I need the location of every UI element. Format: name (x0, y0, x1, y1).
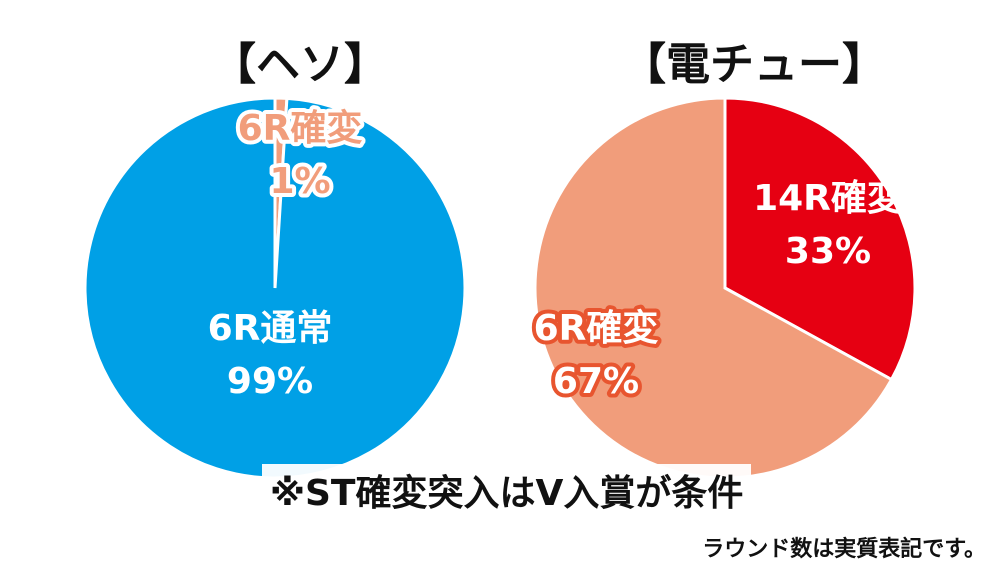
slice-label-name-0-0: 6R確変 (238, 107, 363, 149)
slice-label-value-0-0: 1% (269, 161, 330, 202)
chart-title-heso: 【ヘソ】 (212, 39, 388, 90)
slice-label-value-1-0: 33% (785, 231, 871, 272)
slice-label-value-1-1: 67% (553, 361, 639, 402)
slice-label-name-0-1: 6R通常 (208, 308, 333, 349)
slice-label-value-0-1: 99% (227, 361, 313, 402)
pie-slice-0-1 (83, 96, 467, 480)
slice-label-name-1-1: 6R確変 (534, 307, 659, 349)
chart-title-denchu: 【電チュー】 (622, 39, 886, 90)
footnote: ※ST確変突入はV入賞が条件 (262, 464, 752, 516)
round-note: ラウンド数は実質表記です。 (702, 537, 986, 562)
pie-slice-1-0 (723, 96, 917, 382)
slice-label-name-1-0: 14R確変 (753, 177, 903, 219)
pie-slice-1-1 (533, 96, 894, 480)
